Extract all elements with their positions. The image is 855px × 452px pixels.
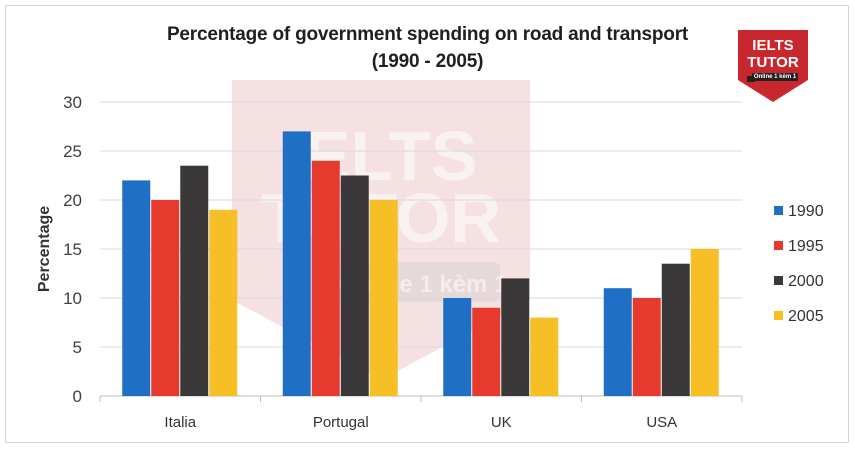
y-tick-label: 30: [63, 93, 82, 112]
y-tick-label: 10: [63, 289, 82, 308]
bar-italia-1995: [151, 200, 180, 396]
bar-uk-1990: [443, 298, 472, 396]
legend-swatch-2005: [774, 311, 783, 320]
y-tick-label: 0: [73, 387, 82, 406]
legend-swatch-2000: [774, 276, 783, 285]
bar-portugal-2005: [369, 200, 398, 396]
bar-portugal-2000: [340, 175, 369, 396]
legend: 1990 1995 2000 2005: [774, 203, 824, 325]
bar-usa-1990: [603, 288, 632, 396]
x-tick-label: USA: [646, 414, 677, 431]
bars: [122, 131, 719, 396]
y-tick-label: 15: [63, 240, 82, 259]
chart-subtitle: (1990 - 2005): [371, 51, 484, 72]
bar-italia-1990: [122, 180, 151, 396]
bar-usa-2005: [690, 249, 719, 396]
legend-swatch-1995: [774, 241, 783, 250]
bar-portugal-1990: [282, 131, 311, 396]
legend-label-2000: 2000: [788, 273, 824, 290]
bar-portugal-1995: [311, 160, 340, 396]
axes: 0 5 10 15 20 25 30 Percentage Italia Portugal UK US…: [36, 93, 743, 431]
bar-uk-1995: [472, 307, 501, 396]
legend-label-1995: 1995: [788, 238, 824, 255]
legend-swatch-1990: [774, 206, 783, 215]
logo-line1: IELTS: [752, 37, 794, 54]
legend-label-1990: 1990: [788, 203, 824, 220]
shield-icon: [738, 30, 808, 102]
ielts-tutor-logo: IELTS TUTOR Online 1 kèm 1: [736, 28, 810, 104]
y-axis-label: Percentage: [36, 206, 53, 292]
y-tick-label: 25: [63, 142, 82, 161]
legend-label-2005: 2005: [788, 308, 824, 325]
x-tick-label: Portugal: [313, 414, 369, 431]
bar-italia-2005: [209, 209, 238, 396]
logo-line2: TUTOR: [747, 54, 799, 71]
bar-uk-2005: [530, 317, 559, 396]
logo-line3: Online 1 kèm 1: [752, 73, 798, 81]
y-tick-label: 5: [73, 338, 82, 357]
bar-usa-1995: [632, 298, 661, 396]
x-tick-label: Italia: [164, 414, 196, 431]
bar-italia-2000: [180, 165, 209, 396]
y-tick-label: 20: [63, 191, 82, 210]
bar-usa-2000: [661, 263, 690, 396]
bar-uk-2000: [501, 278, 530, 396]
x-tick-label: UK: [491, 414, 512, 431]
chart-title: Percentage of government spending on roa…: [166, 24, 689, 45]
